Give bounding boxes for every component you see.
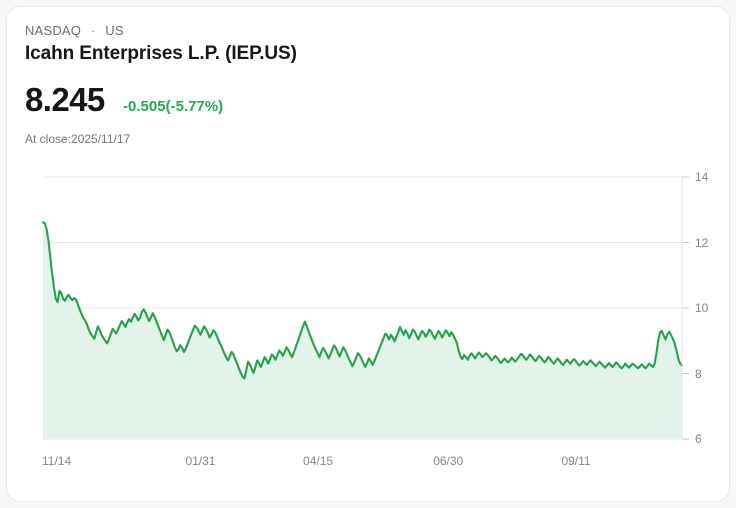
current-price: 8.245 xyxy=(25,81,105,118)
separator-dot: · xyxy=(90,23,96,38)
price-row: 8.245 -0.505(-5.77%) xyxy=(25,81,585,119)
quote-header: NASDAQ · US Icahn Enterprises L.P. (IEP.… xyxy=(25,23,585,147)
ytick-label: 6 xyxy=(695,432,702,446)
xtick-label: 09/11 xyxy=(561,454,591,468)
chart-ytick-marks xyxy=(682,176,689,440)
ytick-label: 14 xyxy=(695,170,709,184)
region-label: US xyxy=(105,23,124,38)
quote-card: NASDAQ · US Icahn Enterprises L.P. (IEP.… xyxy=(6,6,730,502)
price-change: -0.505(-5.77%) xyxy=(123,98,224,115)
exchange-row: NASDAQ · US xyxy=(25,23,585,39)
xtick-label: 04/15 xyxy=(303,454,334,468)
chart-line xyxy=(41,221,684,380)
ytick-label: 12 xyxy=(695,235,709,250)
at-close-label: At close:2025/11/17 xyxy=(25,132,131,146)
ytick-label: 8 xyxy=(695,366,702,381)
chart-area-fill xyxy=(43,222,682,439)
xtick-label: 11/14 xyxy=(42,454,72,468)
company-name: Icahn Enterprises L.P. (IEP.US) xyxy=(25,43,297,64)
exchange-name: NASDAQ xyxy=(25,23,82,38)
xtick-label: 01/31 xyxy=(185,454,216,468)
chart-gridlines xyxy=(43,176,682,440)
xtick-label: 06/30 xyxy=(433,454,464,468)
ytick-label: 10 xyxy=(695,301,709,315)
